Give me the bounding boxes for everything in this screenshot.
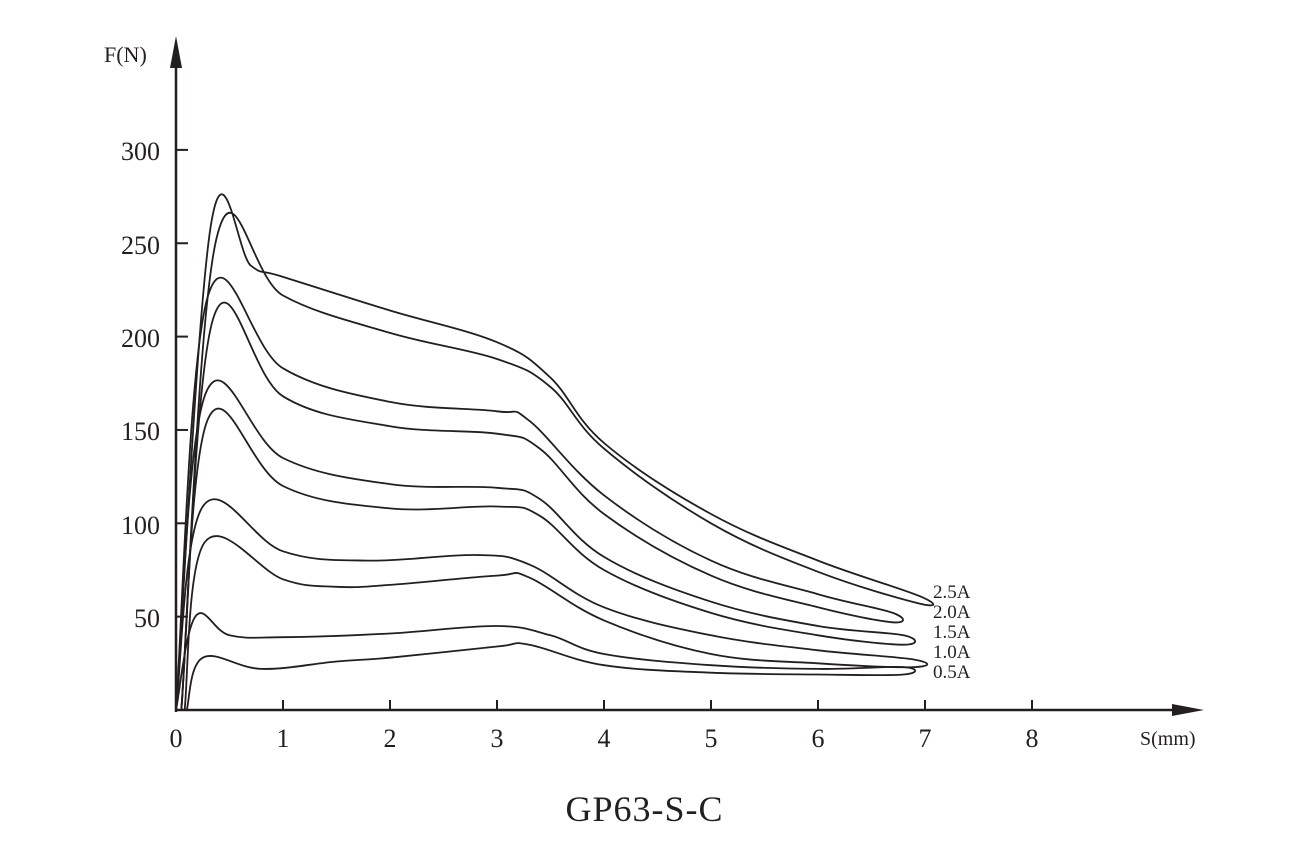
- x-tick-label: 0: [169, 724, 183, 753]
- curve-2-0a: [175, 276, 904, 711]
- curve-label-2-0a: 2.0A: [933, 602, 971, 623]
- curve-label-0-5a: 0.5A: [933, 662, 971, 683]
- y-tick-label: 100: [121, 511, 160, 540]
- curve-label-1-0a: 1.0A: [933, 642, 971, 663]
- y-axis-arrow-icon: [170, 36, 182, 68]
- x-axis-label: S(mm): [1140, 728, 1196, 750]
- chart-title: GP63-S-C: [565, 789, 724, 829]
- y-tick-label: 200: [121, 324, 160, 353]
- x-ticks: [282, 700, 1033, 710]
- y-tick-label: 150: [121, 417, 160, 446]
- x-tick-label: 8: [1025, 724, 1039, 753]
- x-tick-label: 6: [811, 724, 825, 753]
- x-axis-arrow-icon: [1172, 704, 1204, 716]
- x-tick-label: 7: [918, 724, 932, 753]
- curves: [175, 193, 935, 711]
- x-tick-label: 3: [490, 724, 504, 753]
- curve-0-5a: [175, 612, 917, 711]
- y-axis-label: F(N): [104, 42, 147, 67]
- x-tick-label: 5: [704, 724, 718, 753]
- curve-1-5a: [175, 379, 917, 711]
- y-tick-label: 300: [121, 137, 160, 166]
- curve-1-0a: [175, 498, 929, 711]
- x-tick-label: 2: [383, 724, 397, 753]
- axes: [170, 36, 1204, 716]
- curve-label-2-5a: 2.5A: [933, 582, 971, 603]
- curve-2-5a: [175, 193, 935, 711]
- y-tick-label: 50: [134, 604, 160, 633]
- y-tick-label: 250: [121, 231, 160, 260]
- curve-label-1-5a: 1.5A: [933, 622, 971, 643]
- x-tick-label: 4: [597, 724, 611, 753]
- x-tick-label: 1: [276, 724, 290, 753]
